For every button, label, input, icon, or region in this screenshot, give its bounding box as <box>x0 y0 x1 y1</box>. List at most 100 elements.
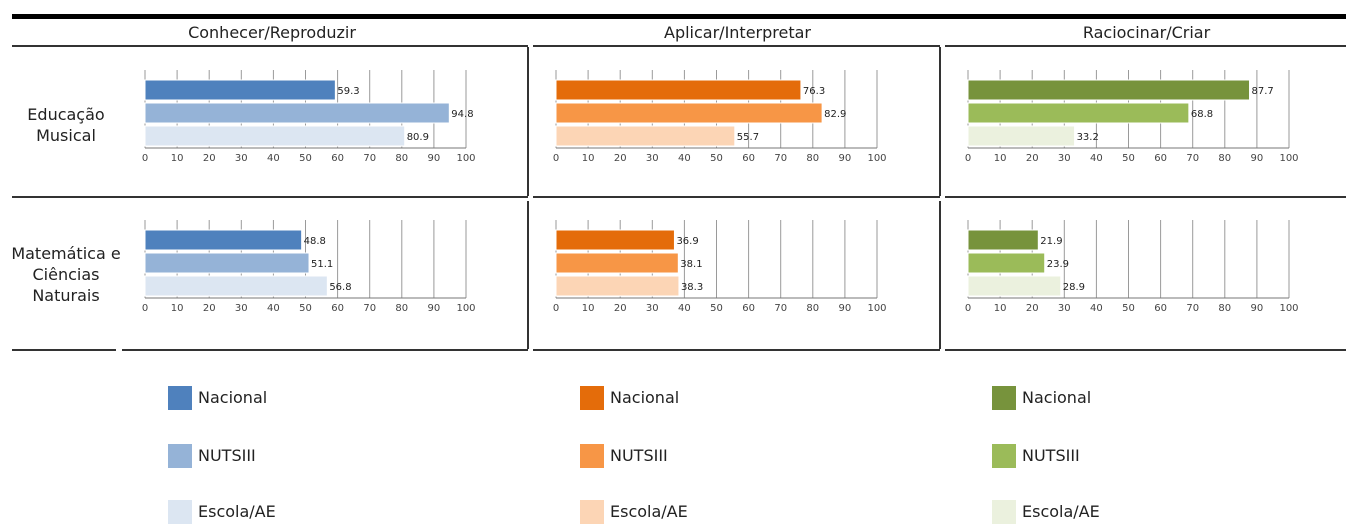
bar-value-label: 68.8 <box>1191 109 1213 120</box>
x-tick-label: 100 <box>1279 303 1298 314</box>
x-tick-label: 90 <box>839 153 852 164</box>
x-tick-label: 20 <box>614 303 627 314</box>
legend-label: NUTSIII <box>198 446 256 465</box>
bar-value-label: 59.3 <box>337 86 359 97</box>
x-tick-label: 50 <box>299 303 312 314</box>
bottom-rule-2 <box>533 349 940 351</box>
bar-nacional <box>144 79 336 101</box>
x-tick-label: 0 <box>142 153 148 164</box>
x-tick-label: 80 <box>1218 153 1231 164</box>
bar-nacional <box>967 229 1039 251</box>
bar-escola-ae <box>967 275 1062 297</box>
x-tick-label: 70 <box>1186 303 1199 314</box>
x-tick-label: 30 <box>1058 153 1071 164</box>
col-divider-1b <box>527 201 529 349</box>
x-tick-label: 60 <box>1154 153 1167 164</box>
bar-value-label: 33.2 <box>1077 132 1099 143</box>
x-tick-label: 70 <box>774 153 787 164</box>
x-tick-label: 100 <box>456 153 475 164</box>
bar-value-label: 38.1 <box>680 259 702 270</box>
x-tick-label: 50 <box>710 153 723 164</box>
bar-value-label: 55.7 <box>737 132 759 143</box>
x-tick-label: 60 <box>331 303 344 314</box>
x-tick-label: 60 <box>331 153 344 164</box>
x-tick-label: 10 <box>994 153 1007 164</box>
chart-panel-educacao-aplicar: 76.3 82.9 55.7 0 10 20 30 40 50 60 70 80 90 100 <box>553 70 887 164</box>
x-tick-label: 20 <box>203 153 216 164</box>
legend-swatch <box>992 500 1016 524</box>
column-header-raciocinar: Raciocinar/Criar <box>1082 23 1211 42</box>
legend-swatch <box>168 386 192 410</box>
x-tick-label: 90 <box>428 303 441 314</box>
x-tick-label: 50 <box>1122 153 1135 164</box>
bar-value-label: 51.1 <box>311 259 333 270</box>
legend-swatch <box>992 386 1016 410</box>
bar-escola-ae <box>144 275 328 297</box>
bar-nutsiii <box>144 102 450 124</box>
header-rule-2 <box>533 45 940 47</box>
x-tick-label: 30 <box>646 153 659 164</box>
bottom-rule-3 <box>945 349 1346 351</box>
x-tick-label: 60 <box>742 303 755 314</box>
bar-value-label: 36.9 <box>676 236 698 247</box>
legend-label: Nacional <box>1022 388 1092 407</box>
bar-nacional <box>144 229 303 251</box>
row-rule-3 <box>945 196 1346 198</box>
x-tick-label: 10 <box>994 303 1007 314</box>
x-tick-label: 60 <box>1154 303 1167 314</box>
x-tick-label: 10 <box>171 153 184 164</box>
bar-value-label: 94.8 <box>451 109 473 120</box>
x-tick-label: 50 <box>710 303 723 314</box>
row-rule-2 <box>533 196 940 198</box>
x-tick-label: 40 <box>1090 153 1103 164</box>
x-tick-label: 30 <box>646 303 659 314</box>
x-tick-label: 40 <box>267 303 280 314</box>
bar-value-label: 21.9 <box>1040 236 1062 247</box>
chart-panel-educacao-raciocinar: 87.7 68.8 33.2 0 10 20 30 40 50 60 70 80 90 100 <box>965 70 1299 164</box>
chart-panel-matematica-raciocinar: 21.9 23.9 28.9 0 10 20 30 40 50 60 70 80 90 100 <box>965 220 1299 314</box>
x-tick-label: 0 <box>142 303 148 314</box>
x-tick-label: 50 <box>299 153 312 164</box>
x-tick-label: 30 <box>235 153 248 164</box>
x-tick-label: 0 <box>553 153 559 164</box>
x-tick-label: 10 <box>171 303 184 314</box>
bar-nutsiii <box>144 252 310 274</box>
bar-escola-ae <box>555 275 680 297</box>
bar-value-label: 87.7 <box>1252 86 1274 97</box>
bar-value-label: 38.3 <box>681 282 703 293</box>
x-tick-label: 60 <box>742 153 755 164</box>
legend-label: Escola/AE <box>198 502 276 521</box>
legend-label: Escola/AE <box>610 502 688 521</box>
chart-panel-educacao-conhecer: 59.3 94.8 80.9 0 10 20 30 40 50 60 70 80 90 100 <box>142 70 476 164</box>
x-tick-label: 30 <box>235 303 248 314</box>
x-tick-label: 80 <box>1218 303 1231 314</box>
col-divider-2b <box>939 201 941 349</box>
x-tick-label: 80 <box>806 153 819 164</box>
legend-swatch <box>580 444 604 468</box>
x-tick-label: 80 <box>806 303 819 314</box>
legend-label: Nacional <box>198 388 268 407</box>
x-tick-label: 100 <box>867 303 886 314</box>
col-divider-2a <box>939 47 941 196</box>
x-tick-label: 70 <box>774 303 787 314</box>
legend-label: NUTSIII <box>610 446 668 465</box>
x-tick-label: 10 <box>582 153 595 164</box>
x-tick-label: 40 <box>267 153 280 164</box>
bar-nacional <box>555 79 802 101</box>
legend-label: Escola/AE <box>1022 502 1100 521</box>
column-header-aplicar: Aplicar/Interpretar <box>664 23 811 42</box>
x-tick-label: 40 <box>1090 303 1103 314</box>
x-tick-label: 80 <box>395 303 408 314</box>
bar-nacional <box>555 229 675 251</box>
x-tick-label: 100 <box>456 303 475 314</box>
x-tick-label: 70 <box>363 153 376 164</box>
bar-value-label: 76.3 <box>803 86 825 97</box>
top-rule <box>12 14 1346 19</box>
bar-value-label: 23.9 <box>1047 259 1069 270</box>
x-tick-label: 0 <box>965 303 971 314</box>
x-tick-label: 40 <box>678 303 691 314</box>
bottom-rule-0 <box>12 349 116 351</box>
col-divider-1a <box>527 47 529 196</box>
x-tick-label: 90 <box>428 153 441 164</box>
header-rule-3 <box>945 45 1346 47</box>
